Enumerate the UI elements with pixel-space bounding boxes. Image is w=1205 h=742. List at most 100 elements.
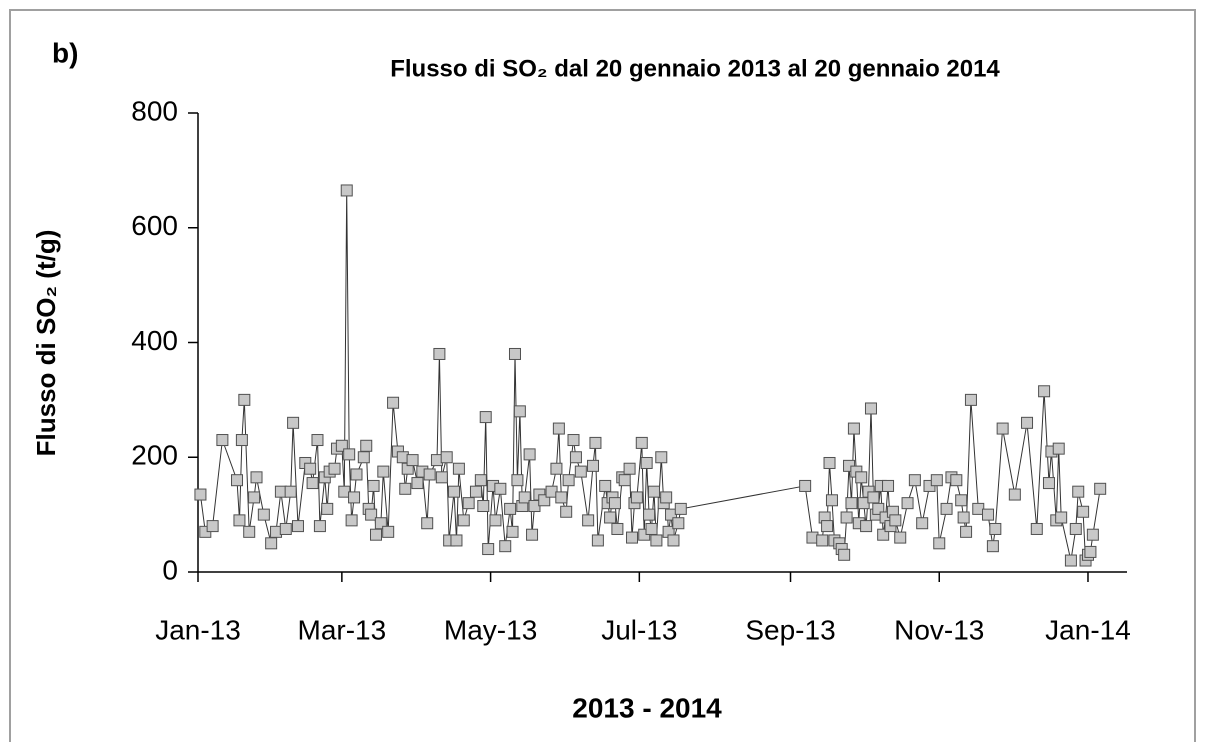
y-tick-label: 400 xyxy=(131,325,178,356)
data-point xyxy=(626,531,639,544)
data-point xyxy=(508,347,521,360)
data-point xyxy=(840,511,853,524)
data-point xyxy=(1055,511,1068,524)
data-point xyxy=(345,514,358,527)
data-point xyxy=(360,439,373,452)
data-point xyxy=(1069,522,1082,535)
data-point xyxy=(374,517,387,530)
data-point xyxy=(799,479,812,492)
data-point xyxy=(369,528,382,541)
data-point xyxy=(916,517,929,530)
data-point xyxy=(382,525,395,538)
data-point xyxy=(348,491,361,504)
data-point xyxy=(847,422,860,435)
chart-title: Flusso di SO₂ dal 20 gennaio 2013 al 20 … xyxy=(390,55,1000,82)
data-point xyxy=(482,543,495,556)
data-point xyxy=(569,451,582,464)
data-point xyxy=(1077,505,1090,518)
data-point xyxy=(823,456,836,469)
data-point xyxy=(989,522,1002,535)
data-point xyxy=(248,491,261,504)
data-point xyxy=(816,534,829,547)
data-point xyxy=(940,502,953,515)
data-point xyxy=(618,474,631,487)
data-point xyxy=(562,474,575,487)
data-point xyxy=(321,502,334,515)
data-point xyxy=(335,439,348,452)
data-point xyxy=(982,508,995,521)
data-point xyxy=(328,462,341,475)
data-point xyxy=(955,494,968,507)
data-point xyxy=(645,522,658,535)
data-point xyxy=(489,514,502,527)
data-point xyxy=(311,434,324,447)
data-point xyxy=(462,497,475,510)
data-point xyxy=(957,511,970,524)
data-point xyxy=(567,434,580,447)
data-point xyxy=(243,525,256,538)
data-point xyxy=(265,537,278,550)
data-point xyxy=(1052,442,1065,455)
data-point xyxy=(313,520,326,533)
data-point xyxy=(560,505,573,518)
data-point xyxy=(1084,545,1097,558)
data-point xyxy=(623,462,636,475)
data-point xyxy=(604,511,617,524)
data-point xyxy=(250,471,263,484)
data-point xyxy=(1038,385,1051,398)
data-point xyxy=(908,474,921,487)
x-tick-label: May-13 xyxy=(444,614,537,645)
data-point xyxy=(901,497,914,510)
data-point xyxy=(340,184,353,197)
data-point xyxy=(411,477,424,490)
data-point xyxy=(194,488,207,501)
data-point xyxy=(448,485,461,498)
data-point xyxy=(855,471,868,484)
data-point xyxy=(406,454,419,467)
data-point xyxy=(1064,554,1077,567)
y-tick-label: 600 xyxy=(131,210,178,241)
data-point xyxy=(591,534,604,547)
data-point xyxy=(279,522,292,535)
data-point xyxy=(894,531,907,544)
data-point xyxy=(996,422,1009,435)
data-point xyxy=(647,485,660,498)
data-point xyxy=(838,548,851,561)
data-point xyxy=(872,502,885,515)
data-point xyxy=(523,448,536,461)
x-tick-label: Jul-13 xyxy=(601,614,677,645)
x-tick-label: Jan-13 xyxy=(155,614,241,645)
data-point xyxy=(587,459,600,472)
data-point xyxy=(235,434,248,447)
data-point xyxy=(238,393,251,406)
data-point xyxy=(889,514,902,527)
data-point xyxy=(608,497,621,510)
data-point xyxy=(357,451,370,464)
data-point xyxy=(526,528,539,541)
data-point xyxy=(421,517,434,530)
data-point xyxy=(387,396,400,409)
data-point xyxy=(1086,528,1099,541)
data-point xyxy=(457,514,470,527)
data-point xyxy=(1021,416,1034,429)
data-point xyxy=(511,474,524,487)
data-point xyxy=(350,468,363,481)
data-point xyxy=(574,465,587,478)
data-point xyxy=(306,477,319,490)
data-point xyxy=(287,416,300,429)
data-point xyxy=(477,500,490,513)
data-point xyxy=(433,347,446,360)
data-point xyxy=(1072,485,1085,498)
data-point xyxy=(821,520,834,533)
data-point xyxy=(479,411,492,424)
data-point xyxy=(864,402,877,415)
data-point xyxy=(550,462,563,475)
data-point xyxy=(474,474,487,487)
data-point xyxy=(640,456,653,469)
data-point xyxy=(1094,482,1107,495)
data-point xyxy=(450,534,463,547)
data-point xyxy=(964,393,977,406)
data-point xyxy=(611,522,624,535)
x-tick-label: Sep-13 xyxy=(745,614,835,645)
